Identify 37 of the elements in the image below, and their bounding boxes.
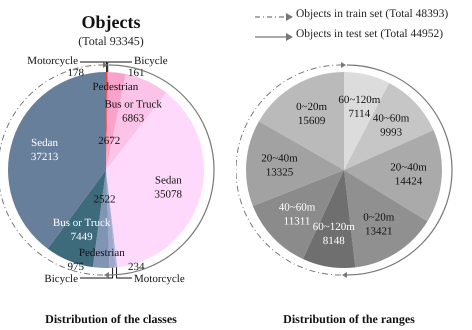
data-label: 9993 [380,126,403,139]
data-label: 15609 [298,115,326,128]
slice-label: Bicycle [134,55,168,67]
text: Objects in test set (Total 44952) [296,28,444,40]
slice-label: Sedan [31,136,59,149]
data-label: 6863 [122,112,145,124]
slice-label: 20~40m [390,161,428,174]
data-label: 11311 [284,215,310,228]
slice-label: Bicycle [44,273,78,285]
slice-label: 60~120m [338,94,381,106]
data-label: 975 [68,261,84,273]
slice-label: 0~20m [296,101,328,114]
slice-label: 40~60m [372,112,410,125]
data-label: 161 [128,67,144,79]
data-label: 8148 [322,234,346,247]
data-label: 178 [68,67,84,79]
data-label: 37213 [30,150,59,163]
data-label: 234 [128,261,145,273]
slice-label: Bus or Truck [52,216,111,229]
data-label: 35078 [154,188,183,201]
slice-label: Sedan [154,174,182,187]
text: Distribution of the ranges [283,312,416,326]
slice-label: Motorcycle [134,273,185,285]
data-label: 7449 [70,230,94,243]
chart-subtitle: (Total 93345) [78,34,144,48]
slice-label: 40~60m [278,201,316,214]
data-label: 14424 [394,175,423,188]
data-label: 13325 [266,166,294,178]
text: Distribution of the classes [45,312,178,326]
slice-label: 60~120m [312,220,356,233]
data-label: 7114 [348,108,371,120]
chart-title: Objects [82,12,140,32]
slice-label: 20~40m [261,152,298,164]
slice-label: 0~20m [363,212,395,224]
data-label: 13421 [365,226,393,238]
slice-label: Motorcycle [27,55,78,67]
text: Objects in train set (Total 48393) [296,8,448,20]
